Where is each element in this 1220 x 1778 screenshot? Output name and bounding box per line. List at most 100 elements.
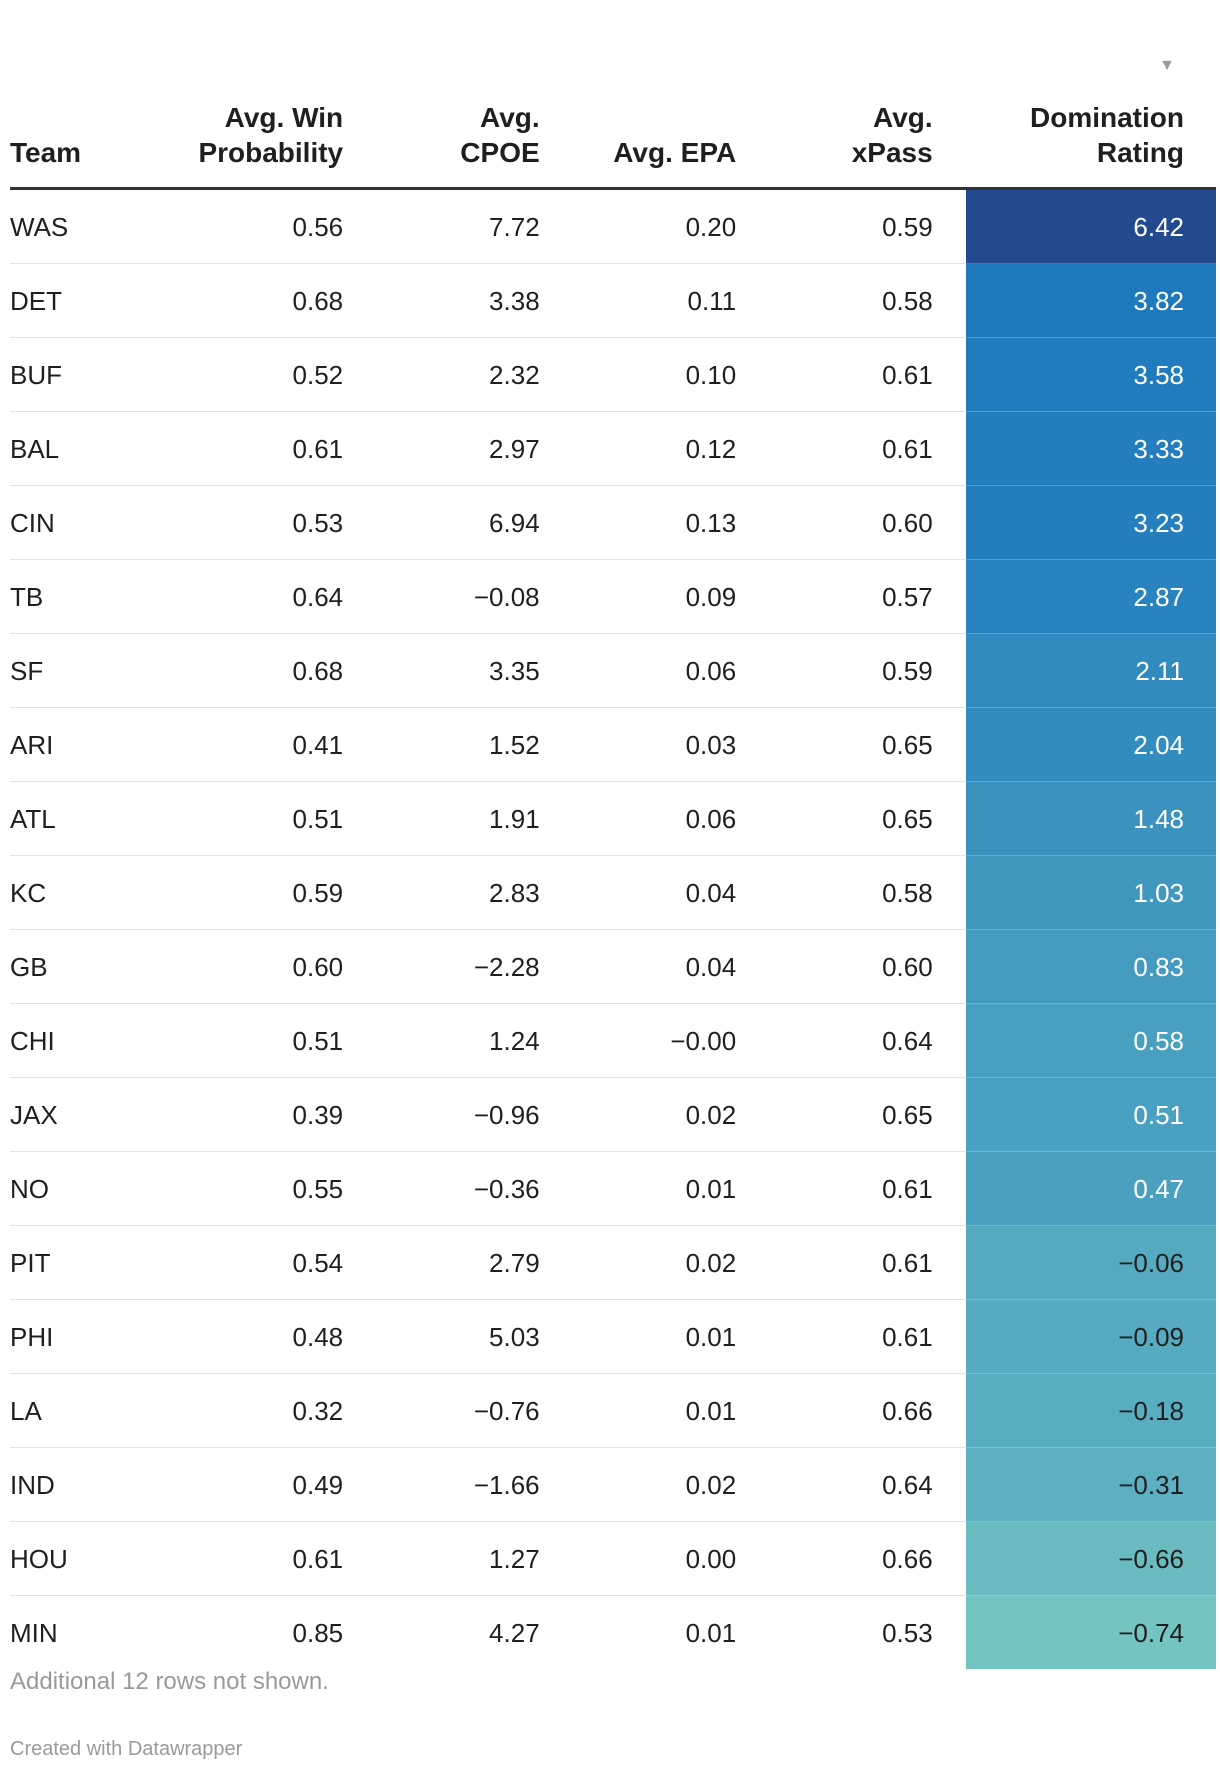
column-header-cpoe[interactable]: Avg. CPOE (376, 0, 573, 190)
table-row: BAL 0.61 2.97 0.12 0.61 3.33 (10, 411, 1216, 486)
cell-win-probability: 0.56 (179, 188, 377, 264)
cell-cpoe: 1.27 (376, 1521, 573, 1596)
cell-win-probability: 0.68 (179, 633, 377, 708)
cell-win-probability: 0.60 (179, 929, 377, 1004)
cell-team: BUF (10, 337, 180, 412)
cell-epa: 0.01 (572, 1151, 770, 1226)
table-body: WAS 0.56 7.72 0.20 0.59 6.42 DET 0.68 3.38 0.11 0.… (10, 188, 1216, 1669)
table-row: CIN 0.53 6.94 0.13 0.60 3.23 (10, 485, 1216, 560)
cell-domination-rating: 0.58 (965, 1003, 1216, 1078)
cell-team: IND (10, 1447, 180, 1522)
cell-team: MIN (10, 1617, 58, 1648)
cell-win-probability: 0.51 (179, 1003, 377, 1078)
column-header-line: Team (10, 137, 82, 168)
cell-team: CIN (10, 485, 180, 560)
cell-win-probability: 0.41 (179, 707, 377, 782)
cell-domination-rating: −0.18 (965, 1373, 1216, 1448)
table-row: GB 0.60 −2.28 0.04 0.60 0.83 (10, 929, 1216, 1004)
table-row: NO 0.55 −0.36 0.01 0.61 0.47 (10, 1151, 1216, 1226)
cell-epa: −0.00 (572, 1003, 770, 1078)
cell-team: PIT (10, 1225, 180, 1300)
cell-cpoe: 2.83 (376, 855, 573, 930)
table-row: LA 0.32 −0.76 0.01 0.66 −0.18 (10, 1373, 1216, 1448)
cell-xpass: 0.59 (769, 633, 966, 708)
cell-win-probability: 0.64 (179, 559, 377, 634)
cell-win-probability: 0.54 (179, 1225, 377, 1300)
cell-xpass: 0.66 (769, 1373, 966, 1448)
cell-xpass: 0.57 (769, 559, 966, 634)
table-row: ARI 0.41 1.52 0.03 0.65 2.04 (10, 707, 1216, 782)
cell-domination-rating: −0.31 (965, 1447, 1216, 1522)
cell-team: KC (10, 855, 180, 930)
column-header-line: xPass (851, 137, 933, 168)
cell-win-probability: 0.59 (179, 855, 377, 930)
cell-xpass: 0.61 (769, 1299, 966, 1374)
cell-xpass: 0.61 (769, 411, 966, 486)
column-header-team[interactable]: Team (10, 0, 180, 190)
column-header-line: Probability (198, 137, 344, 168)
cell-domination-rating: 1.03 (965, 855, 1216, 930)
cell-team: ATL (10, 781, 180, 856)
cell-epa: 0.01 (685, 1617, 737, 1648)
table-row: JAX 0.39 −0.96 0.02 0.65 0.51 (10, 1077, 1216, 1152)
column-header-line: Avg. (480, 102, 540, 133)
cell-cpoe: 7.72 (376, 188, 573, 264)
column-header-line: Avg. EPA (613, 137, 737, 168)
table-row: TB 0.64 −0.08 0.09 0.57 2.87 (10, 559, 1216, 634)
team-stats-table: Team Avg. Win Probability Avg. CPOE Avg. EPA A… (10, 0, 1216, 1669)
datawrapper-credit: Created with Datawrapper (10, 1738, 243, 1760)
cell-xpass: 0.58 (769, 855, 966, 930)
cell-xpass: 0.58 (769, 263, 966, 338)
cell-cpoe: −0.08 (376, 559, 573, 634)
cell-domination-rating: 3.23 (965, 485, 1216, 560)
column-header-xpass[interactable]: Avg. xPass (769, 0, 966, 190)
cell-xpass: 0.53 (882, 1617, 933, 1648)
cell-domination-rating: 2.87 (965, 559, 1216, 634)
table-row: PHI 0.48 5.03 0.01 0.61 −0.09 (10, 1299, 1216, 1374)
cell-cpoe: 1.91 (376, 781, 573, 856)
cell-epa: 0.01 (572, 1299, 770, 1374)
cell-xpass: 0.64 (769, 1003, 966, 1078)
cell-epa: 0.11 (572, 263, 770, 338)
cell-xpass: 0.61 (769, 337, 966, 412)
table-header-row: Team Avg. Win Probability Avg. CPOE Avg. EPA A… (10, 0, 1216, 190)
cell-win-probability: 0.52 (179, 337, 377, 412)
cell-domination-rating: 0.51 (965, 1077, 1216, 1152)
cell-epa: 0.06 (572, 633, 770, 708)
cell-team: HOU (10, 1521, 180, 1596)
cell-cpoe: 2.32 (376, 337, 573, 412)
cell-cpoe: 5.03 (376, 1299, 573, 1374)
table-row: SF 0.68 3.35 0.06 0.59 2.11 (10, 633, 1216, 708)
cell-team: WAS (10, 188, 180, 264)
cell-cpoe: 3.35 (376, 633, 573, 708)
cell-cpoe: 2.79 (376, 1225, 573, 1300)
table-row: IND 0.49 −1.66 0.02 0.64 −0.31 (10, 1447, 1216, 1522)
rows-not-shown-note: Additional 12 rows not shown. (10, 1668, 329, 1695)
column-header-epa[interactable]: Avg. EPA (572, 0, 770, 190)
cell-domination-rating: −0.66 (965, 1521, 1216, 1596)
cell-cpoe: −0.96 (376, 1077, 573, 1152)
cell-domination-rating: 1.48 (965, 781, 1216, 856)
cell-domination-rating: −0.09 (965, 1299, 1216, 1374)
cell-cpoe: 1.52 (376, 707, 573, 782)
cell-domination-rating: 2.11 (965, 633, 1216, 708)
cell-win-probability: 0.68 (179, 263, 377, 338)
cell-xpass: 0.61 (769, 1151, 966, 1226)
cell-epa: 0.20 (572, 188, 770, 264)
cell-epa: 0.01 (572, 1373, 770, 1448)
table-row: BUF 0.52 2.32 0.10 0.61 3.58 (10, 337, 1216, 412)
cell-win-probability: 0.48 (179, 1299, 377, 1374)
cell-xpass: 0.65 (769, 1077, 966, 1152)
column-header-line: CPOE (460, 137, 540, 168)
column-header-domination-rating[interactable]: Domination Rating ▼ (965, 0, 1216, 190)
table-row: CHI 0.51 1.24 −0.00 0.64 0.58 (10, 1003, 1216, 1078)
column-header-win-probability[interactable]: Avg. Win Probability (179, 0, 377, 190)
cell-team: CHI (10, 1003, 180, 1078)
cell-epa: 0.12 (572, 411, 770, 486)
cell-win-probability: 0.55 (179, 1151, 377, 1226)
cell-win-probability: 0.49 (179, 1447, 377, 1522)
cell-team: NO (10, 1151, 180, 1226)
cell-xpass: 0.60 (769, 929, 966, 1004)
table-row: KC 0.59 2.83 0.04 0.58 1.03 (10, 855, 1216, 930)
cell-cpoe: 3.38 (376, 263, 573, 338)
